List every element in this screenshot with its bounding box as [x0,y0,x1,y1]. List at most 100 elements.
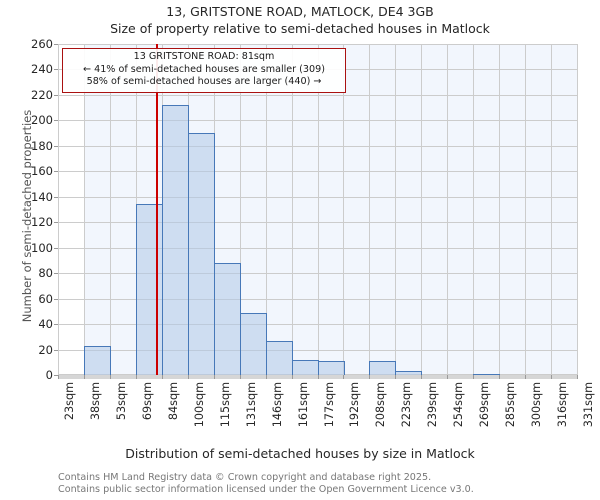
gridline-x-38sqm [84,44,85,375]
y-tick-label-0: 0 [45,368,53,382]
property-annotation-box: 13 GRITSTONE ROAD: 81sqm ← 41% of semi-d… [62,48,346,93]
x-tick-label-161sqm: 161sqm [296,382,310,428]
y-tick-label-200: 200 [31,113,53,128]
gridline-y-260 [58,44,577,45]
x-tick-label-84sqm: 84sqm [166,382,180,421]
gridline-y-60 [58,298,577,300]
x-tick-mark-84sqm [162,375,163,379]
plot-unshaded-region [58,44,84,375]
y-tick-mark-40 [54,324,58,326]
x-tick-label-254sqm: 254sqm [452,382,466,428]
x-tick-mark-300sqm [525,375,526,379]
x-tick-label-269sqm: 269sqm [478,382,492,428]
bar-69sqm [136,204,163,375]
gridline-y-220 [58,94,577,96]
y-tick-label-240: 240 [31,62,53,77]
x-tick-mark-100sqm [188,375,189,379]
bar-177sqm [318,361,345,375]
bar-208sqm [369,361,396,375]
x-tick-mark-239sqm [421,375,422,379]
gridline-x-146sqm [266,44,267,375]
y-tick-mark-260 [54,44,58,45]
y-axis: 0 20 40 60 80 100 120 140 160 180 200 220 240 260 [0,0,53,500]
x-tick-mark-223sqm [395,375,396,379]
x-tick-mark-331sqm [577,375,578,379]
bar-100sqm [188,133,215,375]
y-tick-mark-200 [54,120,58,122]
y-tick-label-120: 120 [31,215,53,230]
annotation-line-1: 13 GRITSTONE ROAD: 81sqm [133,51,275,62]
gridline-x-177sqm [318,44,319,375]
x-tick-label-331sqm: 331sqm [582,382,595,428]
gridline-y-100 [58,247,577,249]
gridline-y-80 [58,273,577,275]
x-tick-label-192sqm: 192sqm [348,382,362,428]
x-tick-mark-192sqm [343,375,344,379]
x-tick-label-38sqm: 38sqm [88,382,102,421]
gridline-x-223sqm [395,44,396,375]
page-title: 13, GRITSTONE ROAD, MATLOCK, DE4 3GB [166,4,434,19]
x-tick-label-285sqm: 285sqm [504,382,518,428]
x-tick-mark-208sqm [369,375,370,379]
gridline-x-300sqm [525,44,526,375]
x-tick-label-300sqm: 300sqm [530,382,544,428]
x-tick-label-23sqm: 23sqm [63,382,76,421]
gridline-x-23sqm [58,44,59,375]
gridline-y-200 [58,120,577,122]
annotation-line-2: ← 41% of semi-detached houses are smalle… [83,63,325,75]
bar-84sqm [162,105,189,375]
x-tick-mark-38sqm [84,375,85,379]
y-tick-mark-60 [54,298,58,300]
x-tick-mark-69sqm [136,375,137,379]
bar-223sqm [395,371,422,375]
plot-area [58,44,578,375]
bar-161sqm [292,359,319,375]
y-tick-mark-240 [54,69,58,71]
y-tick-mark-100 [54,247,58,249]
x-tick-mark-285sqm [499,375,500,379]
x-tick-mark-131sqm [240,375,241,379]
x-tick-label-177sqm: 177sqm [322,382,336,428]
y-tick-mark-0 [54,375,58,376]
gridline-x-208sqm [369,44,370,375]
y-tick-label-80: 80 [38,266,53,281]
gridline-y-40 [58,324,577,326]
annotation-line-3: 58% of semi-detached houses are larger (… [86,76,322,87]
y-tick-label-140: 140 [31,189,53,204]
chart-subtitle: Size of property relative to semi-detach… [110,21,490,36]
x-tick-mark-316sqm [551,375,552,379]
y-tick-mark-160 [54,171,58,173]
x-tick-label-69sqm: 69sqm [140,382,154,421]
gridline-x-331sqm [577,44,578,375]
y-tick-label-100: 100 [31,240,53,255]
gridline-x-192sqm [343,44,344,375]
bar-115sqm [214,262,241,375]
y-tick-label-260: 260 [31,37,53,51]
attribution-footer: Contains HM Land Registry data © Crown c… [58,472,474,495]
x-tick-mark-53sqm [110,375,111,379]
y-axis-label: Number of semi-detached properties [20,109,34,323]
gridline-y-140 [58,196,577,198]
y-tick-mark-20 [54,349,58,351]
x-tick-label-316sqm: 316sqm [556,382,570,428]
y-tick-mark-220 [54,94,58,96]
y-tick-label-220: 220 [31,87,53,102]
y-tick-mark-180 [54,145,58,147]
x-tick-label-131sqm: 131sqm [244,382,258,428]
gridline-x-316sqm [551,44,552,375]
bar-38sqm [84,345,111,375]
footer-line-1: Contains HM Land Registry data © Crown c… [58,472,432,483]
x-tick-label-208sqm: 208sqm [374,382,388,428]
x-tick-mark-161sqm [292,375,293,379]
gridline-x-269sqm [473,44,474,375]
property-marker-line [155,44,158,375]
y-tick-label-40: 40 [38,317,53,332]
gridline-x-254sqm [447,44,448,375]
x-tick-mark-254sqm [447,375,448,379]
bar-131sqm [240,312,267,375]
bar-269sqm [473,373,500,375]
gridline-x-239sqm [421,44,422,375]
gridline-y-160 [58,171,577,173]
gridline-y-20 [58,349,577,351]
